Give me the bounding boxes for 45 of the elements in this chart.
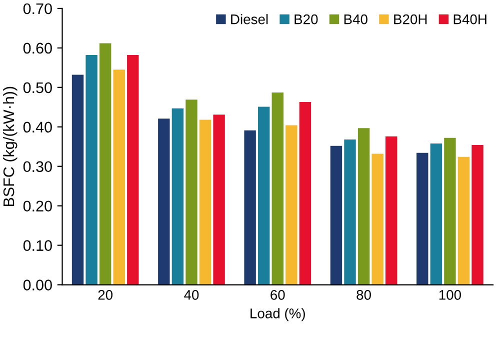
y-tick-label: 0.40 <box>23 122 52 133</box>
x-tick-label: 80 <box>356 290 371 300</box>
y-axis-title: BSFC (kg/(kW·h)) <box>3 86 18 206</box>
bar <box>458 156 470 285</box>
y-tick-label: 0.50 <box>23 82 52 94</box>
bar <box>299 102 312 285</box>
bar <box>172 108 184 285</box>
bar <box>158 118 170 285</box>
bar <box>330 146 342 285</box>
legend-label: Diesel <box>231 14 268 24</box>
x-axis-title: Load (%) <box>250 308 305 322</box>
x-tick-label: 40 <box>184 290 199 300</box>
x-tick-label: 60 <box>270 290 285 300</box>
bar <box>72 74 84 285</box>
x-tick-label: 20 <box>98 290 113 300</box>
legend-label: B20 <box>294 14 318 24</box>
bar <box>416 152 428 285</box>
legend-label: B20H <box>394 14 427 24</box>
y-tick-label: 0.60 <box>23 42 52 54</box>
x-tick-label: 100 <box>439 290 461 300</box>
bar <box>199 120 212 285</box>
bar <box>444 138 456 285</box>
bar <box>258 106 270 285</box>
bar <box>186 100 198 285</box>
bar <box>372 154 384 285</box>
bar <box>86 55 98 285</box>
bar <box>344 140 356 285</box>
y-tick-label: 0.00 <box>23 280 52 290</box>
bar <box>358 128 370 285</box>
bar <box>272 92 284 285</box>
bar <box>244 130 256 285</box>
bar <box>113 70 125 285</box>
bar <box>213 114 225 285</box>
legend-label: B40 <box>344 14 368 24</box>
bar <box>127 55 139 285</box>
y-tick-label: 0.10 <box>23 240 52 251</box>
bar <box>430 143 442 285</box>
y-tick-label: 0.70 <box>23 3 52 14</box>
y-tick-label: 0.20 <box>23 200 52 212</box>
legend-label: B40H <box>454 14 486 24</box>
y-tick-label: 0.30 <box>23 161 52 172</box>
bar <box>386 136 398 285</box>
bar <box>286 125 298 285</box>
bar <box>472 145 484 285</box>
bar <box>99 43 112 285</box>
